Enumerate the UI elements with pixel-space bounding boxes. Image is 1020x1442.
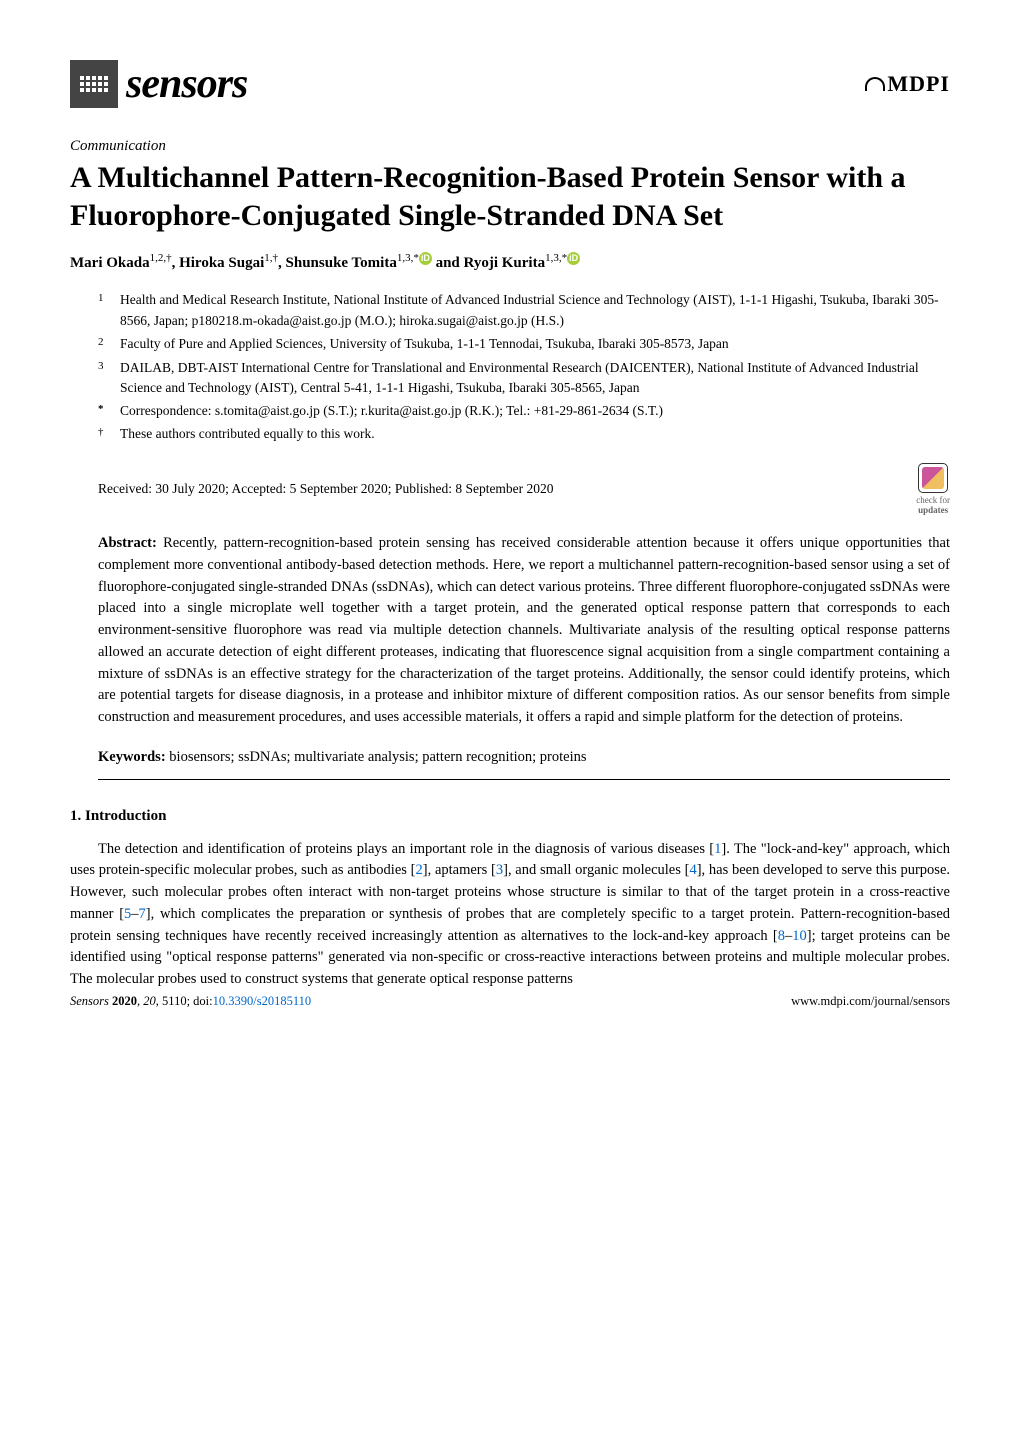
affiliation-item: 2 Faculty of Pure and Applied Sciences, … [98, 334, 950, 356]
aff-text: Faculty of Pure and Applied Sciences, Un… [120, 334, 950, 356]
aff-num: 2 [98, 336, 104, 348]
footer-year: 2020 [109, 994, 137, 1008]
intro-paragraph: The detection and identification of prot… [70, 839, 950, 991]
author-3: , Shunsuke Tomita [278, 255, 397, 271]
aff-text: These authors contributed equally to thi… [120, 424, 950, 445]
orcid-icon[interactable]: iD [419, 252, 432, 265]
section-heading: 1. Introduction [70, 808, 950, 825]
aff-num: † [98, 424, 120, 445]
footer-citation: Sensors 2020, 20, 5110; doi:10.3390/s201… [70, 994, 311, 1009]
page-footer: Sensors 2020, 20, 5110; doi:10.3390/s201… [70, 994, 950, 1009]
check-line2: updates [918, 505, 948, 515]
publisher-logo: MDPI [865, 71, 950, 97]
footer-vol: 20 [143, 994, 156, 1008]
check-line1: check for [916, 495, 950, 505]
orcid-icon[interactable]: iD [567, 252, 580, 265]
abstract-text: Recently, pattern-recognition-based prot… [98, 535, 950, 725]
aff-text: DAILAB, DBT-AIST International Centre fo… [120, 358, 950, 400]
p1-a: The detection and identification of prot… [98, 841, 714, 857]
aff-num: 1 [98, 292, 104, 304]
author-4-sup: 1,3,* [545, 252, 567, 264]
aff-num: 3 [98, 360, 104, 372]
affiliation-item: 3 DAILAB, DBT-AIST International Centre … [98, 358, 950, 400]
p1-f: – [131, 906, 138, 922]
author-1-sup: 1,2,† [150, 252, 172, 264]
ref-link[interactable]: 2 [416, 862, 423, 878]
journal-url-link[interactable]: www.mdpi.com/journal/sensors [791, 994, 950, 1008]
p1-c: ], aptamers [ [423, 862, 496, 878]
author-2: , Hiroka Sugai [172, 255, 265, 271]
publisher-text: MDPI [887, 71, 950, 96]
footer-journal: Sensors [70, 994, 109, 1008]
dates-text: Received: 30 July 2020; Accepted: 5 Sept… [98, 481, 554, 497]
check-updates-icon [918, 463, 948, 493]
keywords-label: Keywords: [98, 749, 166, 765]
aff-text: Health and Medical Research Institute, N… [120, 290, 950, 332]
article-type: Communication [70, 138, 950, 155]
footer-url[interactable]: www.mdpi.com/journal/sensors [791, 994, 950, 1009]
affiliation-item: * Correspondence: s.tomita@aist.go.jp (S… [98, 401, 950, 422]
p1-d: ], and small organic molecules [ [503, 862, 689, 878]
aff-num: * [98, 401, 120, 422]
authors-line: Mari Okada1,2,†, Hiroka Sugai1,†, Shunsu… [70, 252, 950, 272]
author-4: and Ryoji Kurita [432, 255, 545, 271]
dates-row: Received: 30 July 2020; Accepted: 5 Sept… [98, 463, 950, 515]
author-1: Mari Okada [70, 255, 150, 271]
affiliation-item: 1 Health and Medical Research Institute,… [98, 290, 950, 332]
doi-link[interactable]: 10.3390/s20185110 [213, 994, 312, 1008]
ref-link[interactable]: 10 [792, 928, 807, 944]
ref-link[interactable]: 4 [689, 862, 696, 878]
abstract-block: Abstract: Recently, pattern-recognition-… [98, 533, 950, 729]
footer-e: , 5110; doi: [156, 994, 213, 1008]
sensors-icon [70, 60, 118, 108]
divider [98, 779, 950, 780]
abstract-label: Abstract: [98, 535, 157, 551]
affiliations-block: 1 Health and Medical Research Institute,… [98, 290, 950, 445]
mdpi-icon [865, 77, 885, 91]
affiliation-item: † These authors contributed equally to t… [98, 424, 950, 445]
check-for-updates-button[interactable]: check for updates [916, 463, 950, 515]
journal-logo: sensors [70, 60, 247, 108]
header-row: sensors MDPI [70, 60, 950, 108]
keywords-text: biosensors; ssDNAs; multivariate analysi… [166, 749, 587, 765]
keywords-block: Keywords: biosensors; ssDNAs; multivaria… [98, 747, 950, 769]
journal-name: sensors [126, 60, 247, 108]
author-3-sup: 1,3,* [397, 252, 419, 264]
aff-text: Correspondence: s.tomita@aist.go.jp (S.T… [120, 401, 950, 422]
article-title: A Multichannel Pattern-Recognition-Based… [70, 159, 950, 234]
author-2-sup: 1,† [264, 252, 278, 264]
ref-link[interactable]: 8 [778, 928, 785, 944]
ref-link[interactable]: 7 [139, 906, 146, 922]
